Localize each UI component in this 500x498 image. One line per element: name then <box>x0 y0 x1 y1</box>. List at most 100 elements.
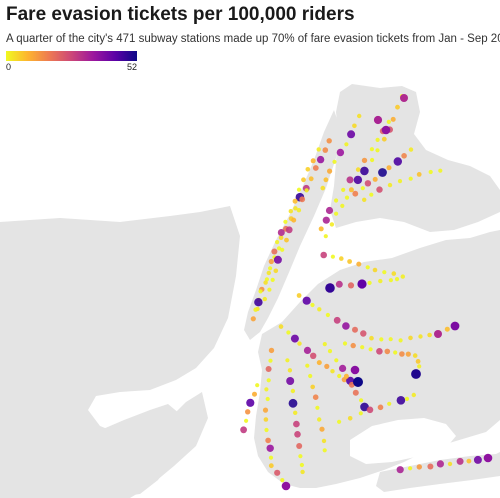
station-dot <box>427 332 432 338</box>
station-dot <box>263 417 269 422</box>
station-dot <box>343 373 349 379</box>
station-dot <box>418 334 423 339</box>
station-dot <box>336 148 345 157</box>
station-dot <box>353 175 363 185</box>
station-dot <box>366 406 374 414</box>
station-dot <box>408 466 413 471</box>
page-title: Fare evasion tickets per 100,000 riders <box>6 4 355 25</box>
jamaica-bay <box>350 418 456 464</box>
station-dot <box>347 130 356 139</box>
station-dot <box>360 330 367 337</box>
station-dot <box>330 369 335 374</box>
station-dot <box>268 358 273 363</box>
station-dot <box>456 457 464 465</box>
station-dot <box>352 190 359 197</box>
station-dot <box>293 410 298 415</box>
station-dot <box>344 142 349 147</box>
station-dot <box>337 373 342 379</box>
station-dot <box>265 437 271 444</box>
station-dot <box>405 351 411 357</box>
station-dot <box>355 167 361 172</box>
station-dot <box>246 398 255 407</box>
station-dot <box>352 389 359 396</box>
station-dot <box>342 341 348 346</box>
station-dot <box>317 417 322 422</box>
station-dot <box>290 334 299 343</box>
station-dot <box>339 256 344 261</box>
station-dot <box>267 287 272 292</box>
station-dot <box>244 418 249 423</box>
station-dot <box>316 360 322 366</box>
station-dot <box>293 420 300 428</box>
station-dot <box>379 337 384 342</box>
station-dot <box>296 208 302 213</box>
header: Fare evasion tickets per 100,000 riders … <box>6 4 500 46</box>
station-dot <box>400 94 408 102</box>
station-dot <box>292 198 298 204</box>
station-dot <box>305 167 311 172</box>
station-dot <box>310 352 317 359</box>
station-dot <box>315 405 320 410</box>
station-dot <box>362 197 367 202</box>
station-dot <box>360 166 369 176</box>
station-dot <box>320 185 326 191</box>
station-dot <box>329 222 335 227</box>
station-dot <box>378 278 383 284</box>
station-dot <box>404 396 410 401</box>
station-dot <box>447 461 453 467</box>
station-dot <box>396 396 406 405</box>
station-dot <box>347 259 352 264</box>
station-dot <box>352 123 357 129</box>
station-dot <box>339 364 347 372</box>
legend-labels: 0 52 <box>6 62 137 74</box>
station-dot <box>275 240 280 245</box>
station-dot <box>365 265 370 270</box>
station-dot <box>322 342 327 347</box>
station-dot <box>434 330 442 338</box>
station-dot <box>350 342 356 349</box>
station-dot <box>310 158 316 164</box>
station-dot <box>372 267 378 273</box>
water-areas <box>350 418 456 464</box>
station-dot <box>334 211 339 216</box>
station-dot <box>326 138 332 144</box>
station-dot <box>483 453 493 463</box>
station-dot <box>253 307 258 312</box>
station-dot <box>280 478 285 483</box>
station-dot <box>386 165 392 171</box>
station-dot <box>317 307 322 312</box>
station-dot <box>382 270 387 275</box>
station-dot <box>273 268 279 274</box>
station-dot <box>323 234 328 239</box>
station-dot <box>368 347 373 352</box>
station-dot <box>308 176 314 182</box>
station-dot <box>296 443 303 449</box>
station-dot <box>367 280 372 285</box>
station-dot <box>369 192 374 197</box>
station-dot <box>288 209 293 214</box>
station-dot <box>334 198 339 203</box>
station-dot <box>388 337 393 342</box>
page-subtitle: A quarter of the city's 471 subway stati… <box>6 33 500 45</box>
station-dot <box>271 248 278 255</box>
station-dot <box>353 377 363 387</box>
station-dot <box>302 296 311 305</box>
station-dot <box>240 426 248 434</box>
station-dot <box>276 246 282 251</box>
station-dot <box>277 229 285 236</box>
station-dot <box>327 349 333 354</box>
station-dot <box>312 165 319 171</box>
station-dot <box>381 136 387 142</box>
station-dot <box>296 187 302 192</box>
station-dot <box>375 137 380 142</box>
color-legend: 0 52 <box>6 51 137 74</box>
station-dot <box>298 454 303 459</box>
station-dot <box>278 235 284 240</box>
station-dot <box>312 394 319 401</box>
station-dot <box>281 481 291 491</box>
station-dot <box>316 155 325 164</box>
legend-gradient-bar <box>6 51 137 61</box>
bronx-land <box>330 84 500 232</box>
station-dot <box>408 176 413 181</box>
station-dot <box>378 168 387 177</box>
